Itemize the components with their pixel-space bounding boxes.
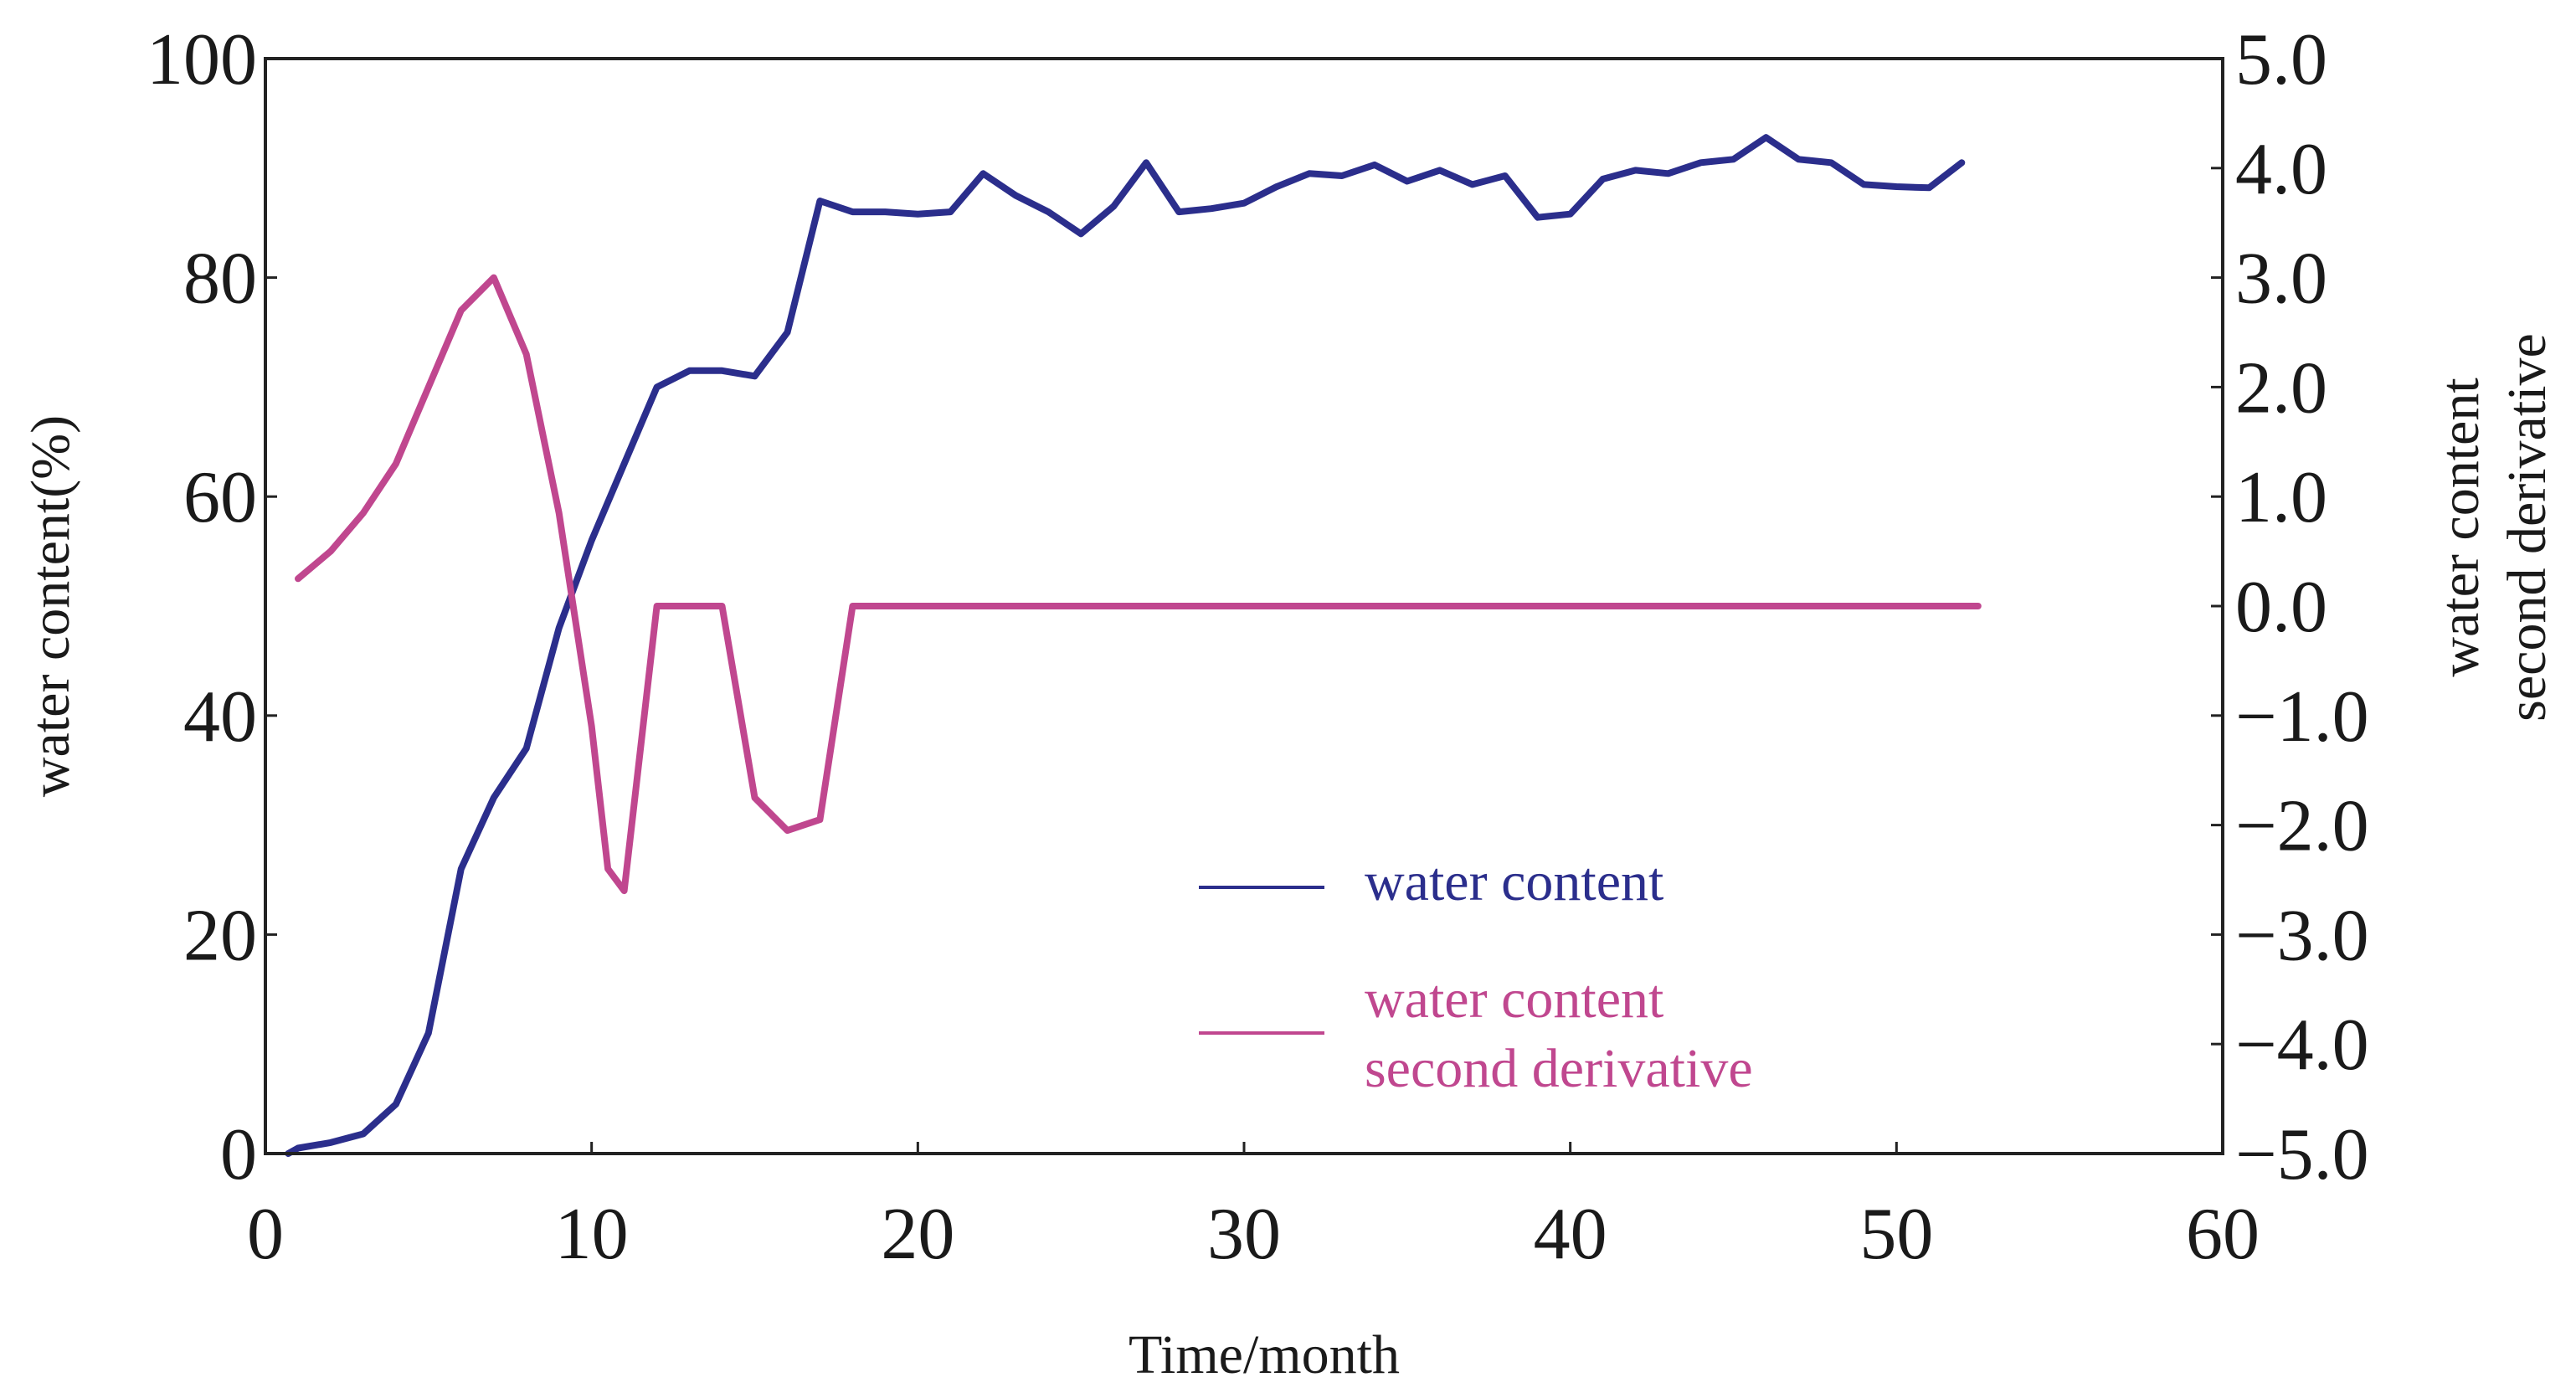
x-tick-label: 60 [2186, 1194, 2260, 1275]
legend-label-second-derivative-line1: water content [1365, 969, 1663, 1030]
x-tick-label: 30 [1207, 1194, 1281, 1275]
y-tick-label: 20 [183, 895, 257, 976]
y2-tick-label: −5.0 [2235, 1114, 2369, 1195]
y-tick-label: 60 [183, 457, 257, 538]
x-tick-label: 10 [555, 1194, 629, 1275]
y2-tick-label: −2.0 [2235, 786, 2369, 867]
y-axis-ticks: 0 20 40 60 80 100 [147, 19, 277, 1195]
y2-tick-label: −1.0 [2235, 676, 2369, 758]
y-tick-label: 80 [183, 239, 257, 320]
y2-tick-label: 1.0 [2235, 457, 2327, 538]
y2-tick-label: −4.0 [2235, 1005, 2369, 1086]
y-tick-label: 0 [220, 1114, 257, 1195]
y2-axis-title-line1: water content [2429, 378, 2491, 676]
y-axis-title: water content(%) [20, 415, 81, 797]
y-tick-label: 100 [147, 19, 257, 100]
legend-label-water-content: water content [1365, 851, 1663, 912]
y2-tick-label: 0.0 [2235, 567, 2327, 648]
y2-tick-label: 5.0 [2235, 19, 2327, 100]
y2-tick-label: −3.0 [2235, 895, 2369, 976]
y2-tick-label: 2.0 [2235, 347, 2327, 429]
x-tick-label: 0 [247, 1194, 284, 1275]
legend-label-second-derivative-line2: second derivative [1365, 1038, 1753, 1099]
y-tick-label: 40 [183, 676, 257, 758]
x-tick-label: 40 [1534, 1194, 1607, 1275]
x-axis-title: Time/month [1129, 1324, 1400, 1385]
series-layer [285, 134, 1982, 1157]
x-tick-label: 50 [1859, 1194, 1933, 1275]
y2-axis-ticks: −5.0 −4.0 −3.0 −2.0 −1.0 0.0 1.0 2.0 3.0 4.0 5.0 [2211, 19, 2369, 1195]
legend: water content water content second deriv… [1199, 851, 1753, 1099]
y2-tick-label: 3.0 [2235, 239, 2327, 320]
y2-tick-label: 4.0 [2235, 129, 2327, 210]
x-axis-ticks: 0 10 20 30 40 50 60 [247, 1142, 2260, 1275]
series-line-second-derivative [295, 274, 1982, 895]
x-tick-label: 20 [881, 1194, 954, 1275]
series-line-water-content [285, 134, 1966, 1157]
y2-axis-title-line2: second derivative [2496, 333, 2558, 722]
